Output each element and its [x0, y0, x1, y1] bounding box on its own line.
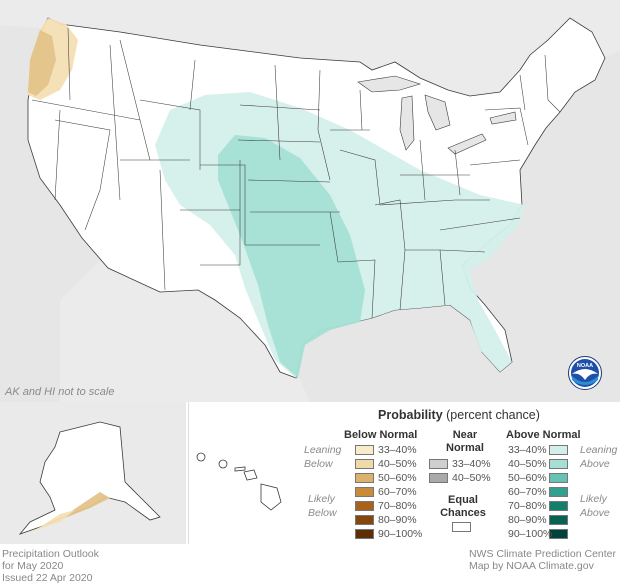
- below-normal-40-area: [28, 30, 56, 96]
- legend: Probability (percent chance) Below Norma…: [298, 402, 620, 549]
- footer-valid-period: for May 2020: [2, 560, 64, 572]
- hawaii-inset: [188, 402, 297, 544]
- above-normal-swatch: [549, 459, 568, 469]
- footer-left: Precipitation Outlook for May 2020 Issue…: [2, 548, 99, 584]
- leaning-above-line2: Above: [580, 458, 610, 470]
- conus-map: AK and HI not to scale: [0, 0, 620, 402]
- near-normal-label: 40–50%: [452, 472, 491, 484]
- below-normal-label: 60–70%: [378, 486, 417, 498]
- legend-title: Probability (percent chance): [298, 408, 620, 422]
- near-normal-header-line2: Normal: [446, 442, 484, 454]
- below-normal-swatch: [355, 515, 374, 525]
- footer-issue-date: Issued 22 Apr 2020: [2, 572, 93, 584]
- below-normal-swatch: [355, 501, 374, 511]
- map-scale-note: AK and HI not to scale: [4, 386, 114, 398]
- equal-chances-label: Equal Chances: [438, 494, 488, 520]
- footer-right: NWS Climate Prediction Center Map by NOA…: [469, 548, 616, 572]
- above-normal-label: 40–50%: [508, 458, 547, 470]
- leaning-above-label: Leaning Above: [580, 443, 617, 471]
- below-normal-swatch: [355, 445, 374, 455]
- noaa-logo-bird: [572, 369, 598, 380]
- hawaii-island-molokai: [234, 466, 246, 472]
- likely-below-line2: Below: [308, 507, 337, 519]
- alaska-land: [18, 421, 161, 535]
- equal-chances-line2: Chances: [440, 507, 486, 519]
- above-normal-label: 60–70%: [508, 486, 547, 498]
- above-normal-swatch: [549, 473, 568, 483]
- above-normal-label: 70–80%: [508, 500, 547, 512]
- near-normal-header-line1: Near: [452, 429, 478, 441]
- hawaii-island-oahu: [218, 459, 228, 469]
- equal-chances-line1: Equal: [448, 494, 478, 506]
- below-normal-label: 33–40%: [378, 444, 417, 456]
- leaning-below-label: Leaning Below: [304, 443, 341, 471]
- leaning-above-line1: Leaning: [580, 444, 618, 456]
- hawaii-map: [196, 452, 282, 511]
- noaa-logo-wave: [572, 376, 598, 385]
- below-normal-label: 80–90%: [378, 514, 417, 526]
- legend-title-rest: (percent chance): [446, 408, 540, 422]
- near-normal-header: Near Normal: [446, 429, 484, 455]
- leaning-below-line2: Below: [304, 458, 333, 470]
- alaska-map: [18, 421, 161, 535]
- above-normal-header: Above Normal: [506, 429, 581, 441]
- near-normal-label: 33–40%: [452, 458, 491, 470]
- above-normal-swatch: [549, 515, 568, 525]
- above-normal-swatch: [549, 529, 568, 539]
- hawaii-island-maui: [243, 469, 258, 481]
- likely-above-line2: Above: [580, 507, 610, 519]
- above-normal-label: 50–60%: [508, 472, 547, 484]
- above-normal-40-area: [218, 135, 365, 378]
- above-normal-swatch: [549, 501, 568, 511]
- alaska-below-normal-area: [60, 492, 110, 520]
- lake-michigan: [399, 95, 415, 151]
- leaning-below-line1: Leaning: [304, 444, 342, 456]
- above-normal-label: 33–40%: [508, 444, 547, 456]
- below-normal-label: 70–80%: [378, 500, 417, 512]
- mexico-land: [60, 260, 310, 402]
- likely-below-line1: Likely: [308, 493, 335, 505]
- alaska-below-normal-lean: [30, 510, 75, 532]
- legend-title-bold: Probability: [378, 408, 443, 422]
- footer-product-name: Precipitation Outlook: [2, 548, 99, 560]
- below-normal-swatch: [355, 529, 374, 539]
- lake-huron: [424, 94, 451, 131]
- below-normal-header: Below Normal: [344, 429, 418, 441]
- near-normal-swatch: [429, 459, 448, 469]
- above-normal-swatch: [549, 487, 568, 497]
- state-borders: [31, 27, 561, 319]
- noaa-logo-text: NOAA: [577, 363, 593, 369]
- likely-below-label: Likely Below: [308, 492, 337, 520]
- lake-erie: [447, 133, 487, 155]
- likely-above-label: Likely Above: [580, 492, 610, 520]
- below-normal-swatch: [355, 473, 374, 483]
- lake-superior: [357, 75, 422, 93]
- hawaii-island-kauai: [196, 452, 206, 462]
- noaa-logo: NOAA: [568, 356, 602, 390]
- footer-credit: Map by NOAA Climate.gov: [468, 560, 594, 572]
- near-normal-swatch: [429, 473, 448, 483]
- below-normal-swatch: [355, 487, 374, 497]
- alaska-inset: [0, 402, 186, 544]
- below-normal-swatch: [355, 459, 374, 469]
- canada-land: [0, 0, 620, 110]
- equal-chances-swatch: [452, 522, 471, 532]
- below-normal-label: 90–100%: [378, 528, 423, 540]
- likely-above-line1: Likely: [580, 493, 607, 505]
- above-normal-swatch: [549, 445, 568, 455]
- above-normal-label: 90–100%: [508, 528, 553, 540]
- footer-source: NWS Climate Prediction Center: [468, 548, 616, 560]
- below-normal-label: 50–60%: [378, 472, 417, 484]
- above-normal-label: 80–90%: [508, 514, 547, 526]
- hawaii-island-big-island: [260, 483, 282, 511]
- lake-ontario: [489, 111, 517, 125]
- below-normal-label: 40–50%: [378, 458, 417, 470]
